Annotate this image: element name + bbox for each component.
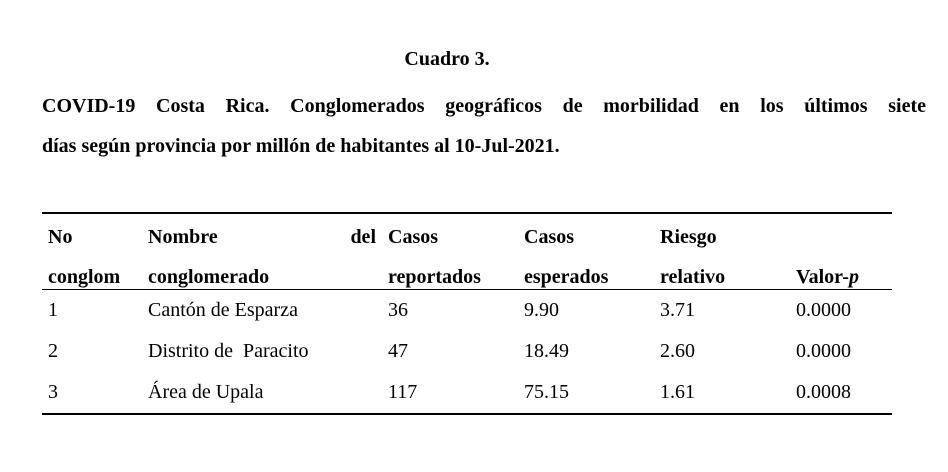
header-riesgo-line1: Riesgo <box>654 212 790 249</box>
table-title: COVID-19 Costa Rica. Conglomerados geogr… <box>42 86 926 166</box>
cell-esperados: 9.90 <box>524 299 559 321</box>
header-valor-line1 <box>790 212 892 249</box>
header-no-line1: No <box>42 212 142 249</box>
cell-valor-p: 0.0000 <box>796 299 851 321</box>
data-table: No Nombre del Casos Casos Riesgo conglom… <box>42 212 892 415</box>
cell-esperados: 18.49 <box>524 340 569 362</box>
table-title-line-1: COVID-19 Costa Rica. Conglomerados geogr… <box>42 95 926 117</box>
cell-riesgo: 1.61 <box>654 372 790 415</box>
header-nombre-word: Nombre <box>148 226 218 248</box>
header-casos-esp-line1: Casos <box>518 212 654 249</box>
cell-no: 1 <box>48 299 58 321</box>
cell-reportados: 117 <box>382 372 518 415</box>
header-no-line2: conglom <box>42 249 142 290</box>
header-casos-rep-line2: reportados <box>382 249 518 290</box>
table-title-line-2: días según provincia por millón de habit… <box>42 135 560 157</box>
header-nombre-line1: Nombre del <box>142 212 382 249</box>
table-row: 3 Área de Upala 117 75.15 1.61 0.0008 <box>42 372 892 415</box>
cell-valor-p: 0.0008 <box>790 372 892 415</box>
cell-nombre: Área de Upala <box>142 372 382 415</box>
header-p-italic: p <box>848 266 859 288</box>
table-row: 1 Cantón de Esparza 36 9.90 3.71 0.0000 <box>42 290 892 332</box>
header-valor-text: Valor- <box>796 266 849 288</box>
header-nombre-line2: conglomerado <box>142 249 382 290</box>
cell-reportados: 47 <box>388 340 408 362</box>
cell-nombre: Cantón de Esparza <box>148 299 298 321</box>
header-valor-p: Valor-p <box>790 249 892 290</box>
cell-no: 2 <box>48 340 58 362</box>
cell-valor-p: 0.0000 <box>796 340 851 362</box>
header-del-word: del <box>350 226 376 248</box>
header-casos-esp-line2: esperados <box>518 249 654 290</box>
header-row-1: No Nombre del Casos Casos Riesgo <box>42 212 892 249</box>
cell-riesgo: 3.71 <box>660 299 695 321</box>
cell-reportados: 36 <box>388 299 408 321</box>
cell-riesgo: 2.60 <box>660 340 695 362</box>
cell-no: 3 <box>42 372 142 415</box>
header-row-2: conglom conglomerado reportados esperado… <box>42 249 892 290</box>
cell-esperados: 75.15 <box>518 372 654 415</box>
header-riesgo-line2: relativo <box>654 249 790 290</box>
table-row: 2 Distrito de Paracito 47 18.49 2.60 0.0… <box>42 331 892 372</box>
table-label: Cuadro 3. <box>404 48 490 70</box>
header-casos-rep-line1: Casos <box>382 212 518 249</box>
cell-nombre: Distrito de Paracito <box>148 340 309 362</box>
